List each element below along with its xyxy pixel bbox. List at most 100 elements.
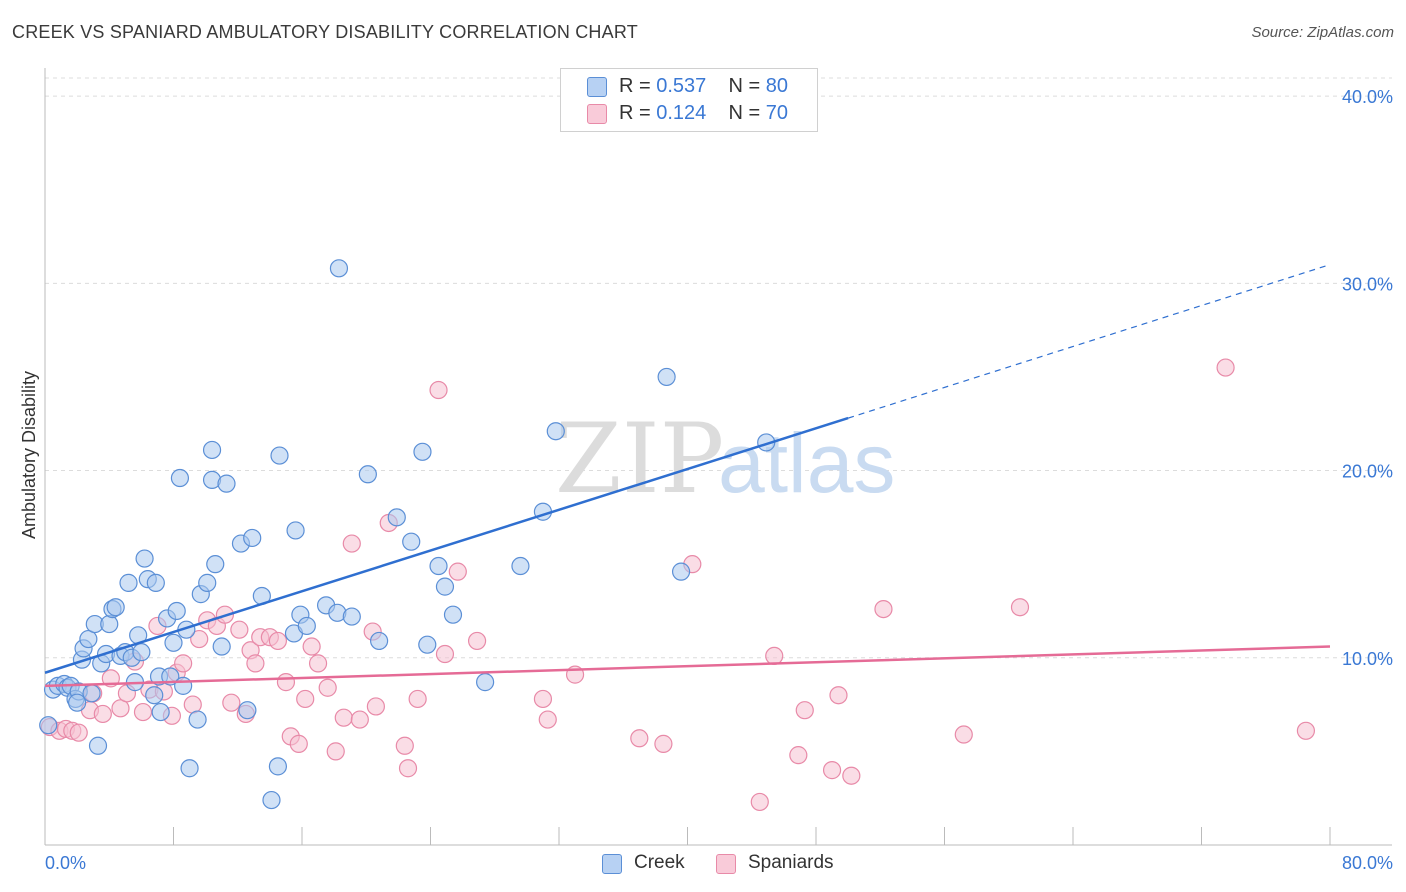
creek-point: [238, 701, 257, 720]
spaniards-point: [326, 742, 345, 761]
spaniards-point: [448, 562, 467, 581]
creek-point: [39, 716, 58, 735]
spaniards-point: [429, 380, 448, 400]
spaniards-point: [874, 599, 893, 619]
creek-point: [270, 446, 289, 465]
spaniards-point: [133, 702, 153, 722]
legend-r-value: 0.124: [656, 102, 707, 124]
creek-point: [657, 367, 676, 387]
creek-point: [262, 790, 281, 810]
creek-point: [151, 702, 170, 722]
spaniards-point: [350, 710, 369, 729]
legend-n-label: N =: [728, 75, 761, 97]
creek-point: [132, 643, 151, 662]
spaniards-point: [308, 654, 328, 673]
creek-point: [429, 556, 448, 576]
axis-labels: 10.0% 20.0% 30.0% 40.0% 0.0% 80.0% Ambulatory …: [19, 87, 1393, 873]
creek-point: [546, 422, 565, 441]
spaniards-point: [765, 646, 784, 665]
spaniards-point: [822, 761, 842, 780]
creek-point: [476, 673, 495, 692]
creek-trend-line: [44, 416, 849, 674]
spaniards-point: [395, 736, 414, 755]
legend-r-value: 0.537: [656, 75, 707, 97]
spaniards-point: [467, 631, 487, 651]
spaniards-point: [789, 746, 808, 765]
spaniards-point: [230, 620, 249, 639]
spaniards-points: [40, 358, 1316, 812]
creek-point: [145, 686, 164, 705]
creek-point: [202, 440, 222, 460]
y-tick-label: 10.0%: [1342, 649, 1393, 669]
creek-point: [198, 573, 217, 592]
creek-point: [243, 528, 262, 548]
creek-point: [671, 562, 691, 581]
spaniards-point: [69, 723, 88, 742]
creek-point: [511, 556, 530, 576]
creek-point: [212, 637, 231, 656]
creek-swatch: [587, 77, 607, 97]
creek-point: [217, 474, 236, 493]
creek-point: [297, 616, 316, 636]
y-tick-label: 20.0%: [1342, 462, 1393, 482]
creek-point: [206, 555, 225, 574]
legend-r-label: R =: [619, 75, 651, 97]
spaniards-point: [222, 693, 241, 712]
creek-points: [39, 259, 776, 810]
spaniards-point: [334, 708, 353, 727]
axes: [44, 68, 1392, 846]
spaniards-point: [190, 629, 209, 649]
spaniards-point: [408, 689, 427, 709]
creek-point: [135, 549, 154, 568]
creek-point: [180, 759, 199, 778]
creek-point: [286, 521, 305, 540]
legend-n-value: 70: [765, 102, 789, 124]
creek-legend-label: Creek: [634, 852, 685, 873]
creek-point: [119, 573, 138, 592]
creek-point: [100, 614, 119, 634]
spaniards-point: [954, 725, 973, 744]
spaniards-point: [111, 699, 130, 718]
spaniards-point: [630, 729, 649, 748]
spaniards-point: [289, 734, 308, 753]
spaniards-point: [246, 654, 265, 673]
creek-point: [188, 710, 207, 729]
spaniards-point: [296, 689, 315, 709]
spaniards-point: [93, 704, 112, 724]
creek-point: [413, 442, 432, 461]
x-tick-label-min: 0.0%: [45, 853, 86, 873]
creek-point: [329, 259, 349, 278]
spaniards-point: [318, 678, 337, 697]
y-tick-label: 40.0%: [1342, 87, 1393, 107]
spaniards-point: [1296, 721, 1316, 740]
creek-point: [342, 607, 361, 626]
spaniards-legend-label: Spaniards: [748, 852, 834, 873]
y-axis-title: Ambulatory Disability: [19, 371, 39, 539]
creek-point: [387, 508, 406, 527]
spaniards-trend-line: [44, 645, 1331, 688]
chart-title: CREEK VS SPANIARD AMBULATORY DISABILITY …: [12, 22, 638, 42]
spaniards-point: [1010, 598, 1030, 617]
creek-point: [174, 676, 193, 695]
spaniards-point: [654, 734, 673, 753]
creek-point: [106, 598, 125, 617]
creek-point: [268, 757, 288, 776]
creek-point: [79, 629, 98, 649]
spaniards-point: [398, 759, 418, 778]
spaniards-point: [174, 654, 193, 673]
creek-point: [167, 601, 186, 621]
creek-point: [88, 736, 108, 755]
legend-r-label: R =: [619, 102, 651, 124]
spaniards-point: [435, 644, 455, 664]
creek-point: [418, 635, 437, 654]
creek-point: [82, 684, 101, 703]
creek-point: [435, 577, 455, 596]
spaniards-point: [795, 701, 814, 720]
spaniards-swatch: [587, 104, 607, 124]
x-tick-label-max: 80.0%: [1342, 853, 1393, 873]
grid-layer: [45, 77, 1392, 659]
spaniards-point: [268, 631, 288, 651]
spaniards-point: [842, 766, 861, 785]
creek-point: [170, 468, 190, 488]
